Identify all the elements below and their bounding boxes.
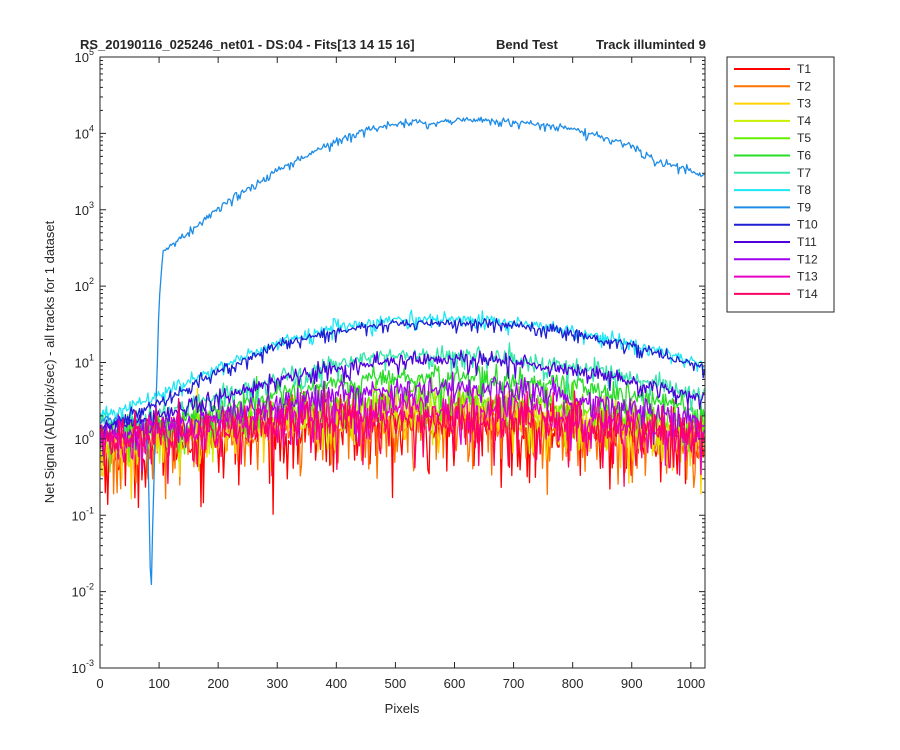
legend-label: T2: [797, 79, 811, 93]
x-tick-label: 800: [562, 676, 584, 691]
x-tick-label: 1000: [676, 676, 705, 691]
series-layer: [100, 116, 705, 586]
legend-label: T4: [797, 114, 811, 128]
legend-label: T7: [797, 166, 811, 180]
legend-label: T3: [797, 97, 811, 111]
legend-item-t11: T11: [734, 235, 817, 249]
legend-item-t9: T9: [734, 200, 811, 214]
y-tick-label: 102: [75, 276, 94, 294]
x-tick-label: 500: [385, 676, 407, 691]
y-tick-label: 103: [75, 200, 94, 218]
series-line-t6: [100, 363, 705, 449]
series-line-t12: [100, 371, 705, 456]
legend-item-t13: T13: [734, 270, 818, 284]
legend-label: T13: [797, 270, 818, 284]
legend-label: T6: [797, 149, 811, 163]
legend: T1 T2 T3 T4 T5 T6 T7 T8 T9 T10 T11 T12 T13 T14: [726, 56, 835, 313]
legend-item-t6: T6: [734, 149, 811, 163]
legend-item-t1: T1: [734, 62, 811, 76]
legend-label: T10: [797, 218, 818, 232]
legend-item-t2: T2: [734, 79, 811, 93]
legend-label: T1: [797, 62, 811, 76]
ticks-layer: 0 100 200 300 400 500 600 700 800 900 1000 10-3 10-2…: [72, 47, 706, 691]
y-axis-label: Net Signal (ADU/pix/sec) - all tracks fo…: [42, 220, 57, 503]
legend-label: T12: [797, 252, 818, 266]
legend-label: T5: [797, 131, 811, 145]
legend-item-t5: T5: [734, 131, 811, 145]
series-line-t9: [100, 116, 705, 586]
legend-item-t4: T4: [734, 114, 811, 128]
chart-title-main: RS_20190116_025246_net01 - DS:04 - Fits[…: [80, 37, 415, 52]
x-tick-label: 700: [503, 676, 525, 691]
legend-label: T8: [797, 183, 811, 197]
chart-title-track: Track illuminted 9: [596, 37, 706, 52]
legend-label: T14: [797, 287, 818, 301]
x-tick-label: 100: [148, 676, 170, 691]
legend-label: T11: [797, 235, 817, 249]
series-line-t10: [100, 317, 705, 432]
y-tick-label: 100: [75, 429, 94, 447]
legend-item-t14: T14: [734, 287, 818, 301]
legend-box: [726, 56, 835, 313]
legend-item-t10: T10: [734, 218, 818, 232]
x-tick-label: 200: [207, 676, 229, 691]
x-tick-label: 900: [621, 676, 643, 691]
x-axis-label: Pixels: [385, 701, 420, 716]
y-tick-label: 101: [75, 353, 94, 371]
legend-item-t12: T12: [734, 252, 818, 266]
legend-item-t3: T3: [734, 97, 811, 111]
legend-label: T9: [797, 200, 811, 214]
y-tick-label: 10-2: [72, 582, 94, 600]
chart-title-test: Bend Test: [496, 37, 559, 52]
y-tick-label: 104: [75, 123, 94, 141]
y-tick-label: 10-1: [72, 505, 94, 523]
y-tick-label: 10-3: [72, 658, 94, 676]
x-tick-label: 400: [325, 676, 347, 691]
legend-item-t7: T7: [734, 166, 811, 180]
legend-item-t8: T8: [734, 183, 811, 197]
x-tick-label: 300: [266, 676, 288, 691]
x-tick-label: 0: [96, 676, 103, 691]
y-tick-label: 105: [75, 47, 94, 65]
series-line-t14: [100, 390, 705, 487]
x-tick-label: 600: [444, 676, 466, 691]
